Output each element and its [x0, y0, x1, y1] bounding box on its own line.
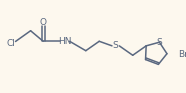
Text: HN: HN [58, 37, 72, 46]
Text: S: S [157, 38, 162, 47]
Text: S: S [113, 41, 118, 50]
Text: Br: Br [178, 49, 186, 58]
Text: O: O [40, 18, 47, 27]
Text: Cl: Cl [7, 39, 15, 48]
